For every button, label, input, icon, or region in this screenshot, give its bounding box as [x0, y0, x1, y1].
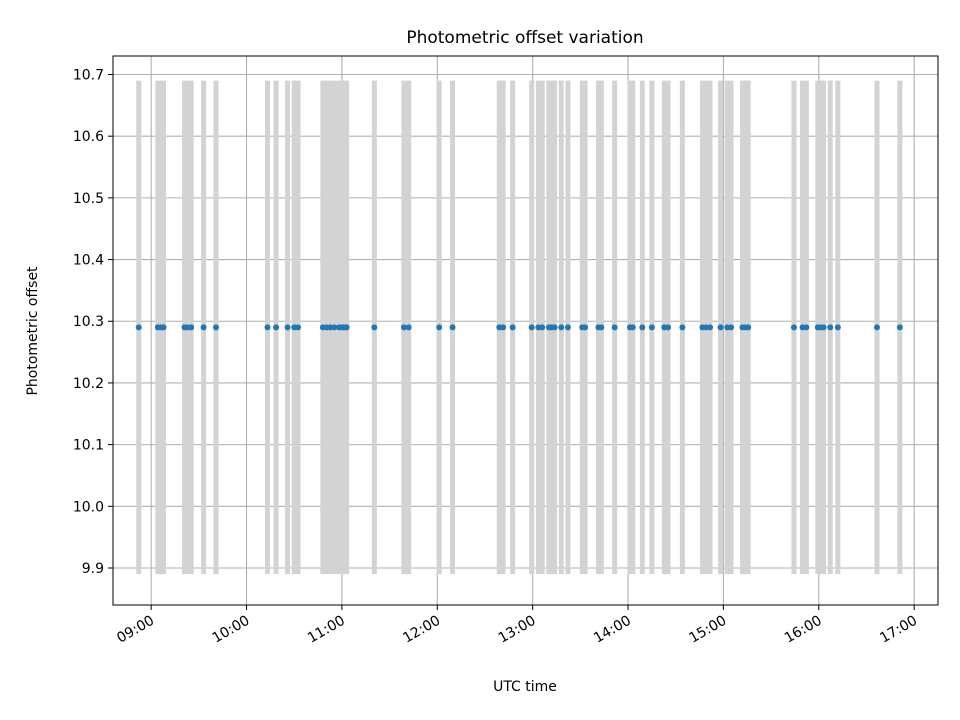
data-point [582, 324, 589, 331]
data-point [284, 324, 291, 331]
data-point [213, 324, 220, 331]
data-point [405, 324, 412, 331]
data-point [551, 324, 558, 331]
data-point [820, 324, 827, 331]
y-tick-label: 10.1 [73, 438, 104, 454]
plot-frame [112, 55, 939, 606]
data-point [500, 324, 507, 331]
data-point [135, 324, 142, 331]
data-point [371, 324, 378, 331]
data-point [745, 324, 752, 331]
y-tick-label: 10.3 [73, 314, 104, 330]
y-tick-label: 10.5 [73, 191, 104, 207]
chart-title: Photometric offset variation [406, 28, 643, 48]
data-point [558, 324, 565, 331]
data-point [665, 324, 672, 331]
y-tick-label: 10.7 [73, 68, 104, 84]
data-point [629, 324, 636, 331]
y-axis-label: Photometric offset [25, 266, 41, 396]
data-point [598, 324, 605, 331]
y-tick-label: 9.9 [82, 561, 104, 577]
data-point [728, 324, 735, 331]
data-point [679, 324, 686, 331]
data-point [539, 324, 546, 331]
data-point [564, 324, 571, 331]
data-point [273, 324, 280, 331]
data-point [648, 324, 655, 331]
data-point [160, 324, 167, 331]
data-point [331, 324, 338, 331]
x-axis-label: UTC time [493, 679, 557, 695]
data-point [200, 324, 207, 331]
data-point [707, 324, 714, 331]
data-point [873, 324, 880, 331]
data-point [611, 324, 618, 331]
data-point [400, 324, 407, 331]
data-point [717, 324, 724, 331]
data-points [135, 324, 903, 331]
y-tick-label: 10.4 [73, 253, 104, 269]
data-point [528, 324, 535, 331]
data-point [896, 324, 903, 331]
data-point [639, 324, 646, 331]
data-point [436, 324, 443, 331]
y-tick-label: 10.6 [73, 129, 104, 145]
y-tick-label: 10.2 [73, 376, 104, 392]
y-tick-label: 10.0 [73, 499, 104, 515]
data-point [509, 324, 516, 331]
data-point [827, 324, 834, 331]
data-point [803, 324, 810, 331]
y-axis-ticks: 9.9 10.0 10.1 10.2 10.3 10.4 10.5 10.6 10.7 [73, 68, 113, 577]
data-point [449, 324, 456, 331]
data-point [295, 324, 302, 331]
data-point [343, 324, 350, 331]
data-point [188, 324, 195, 331]
data-point [834, 324, 841, 331]
data-point [790, 324, 797, 331]
data-point [264, 324, 271, 331]
